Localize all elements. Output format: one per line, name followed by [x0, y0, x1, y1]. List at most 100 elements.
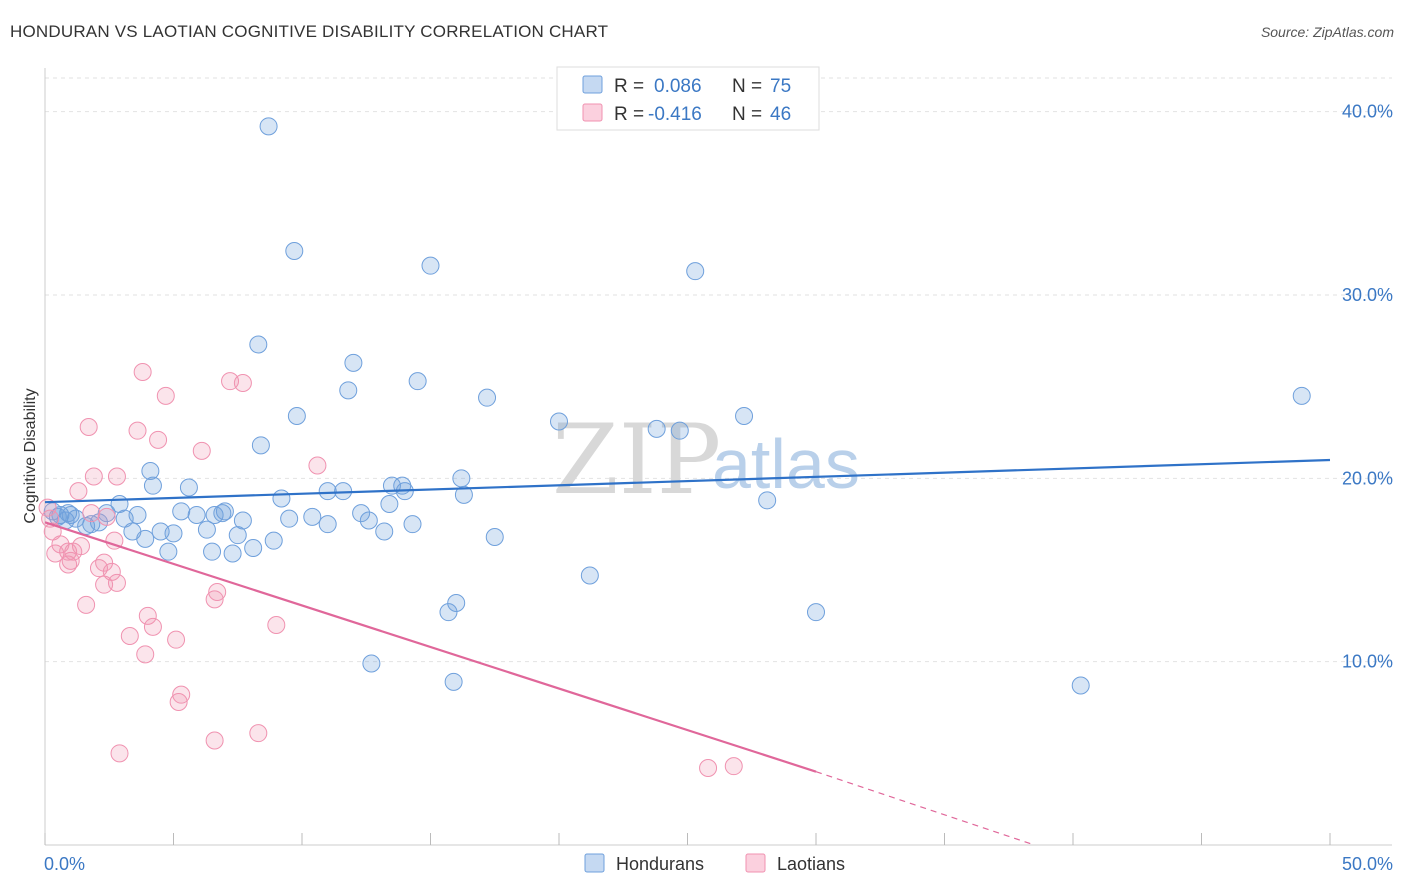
laotian-point: [249, 724, 268, 743]
honduran-point: [272, 489, 291, 508]
honduran-point: [447, 594, 466, 612]
laotian-point: [110, 744, 129, 763]
honduran-point: [403, 515, 422, 534]
honduran-point: [647, 419, 666, 438]
honduran-point: [215, 502, 234, 521]
laotian-point: [97, 507, 116, 526]
laotian-point: [79, 418, 98, 436]
laotian-point: [192, 441, 211, 460]
laotian-point: [136, 645, 155, 664]
honduran-point: [485, 528, 504, 546]
honduran-point: [251, 436, 270, 455]
honduran-point: [61, 506, 80, 524]
laotian-point: [724, 757, 743, 776]
honduran-trend-line: [44, 458, 1331, 504]
chart-source: Source: ZipAtlas.com: [1260, 24, 1394, 40]
watermark-zip: ZIP: [552, 404, 721, 516]
honduran-point: [249, 335, 268, 354]
legend-n-value-1: 75: [770, 76, 791, 97]
legend-n-label-2: N =: [732, 104, 762, 125]
honduran-point: [187, 506, 206, 524]
y-tick-label: 10.0%: [1342, 652, 1393, 672]
honduran-point: [164, 524, 183, 543]
bottom-legend-swatch-hondurans: [584, 853, 605, 873]
laotian-point: [156, 386, 175, 405]
legend: R = 0.086 N = 75 R = -0.416 N = 46: [556, 66, 820, 131]
bottom-legend: Hondurans Laotians: [584, 853, 845, 874]
honduran-point: [318, 515, 337, 534]
honduran-point: [421, 256, 440, 275]
grid-lines: [45, 77, 1392, 663]
laotian-point: [267, 616, 286, 634]
honduran-point: [359, 511, 378, 530]
laotian-point: [138, 606, 157, 625]
honduran-point: [1071, 676, 1090, 695]
honduran-point: [136, 529, 155, 548]
honduran-point: [1292, 386, 1311, 405]
watermark-atlas: atlas: [712, 425, 860, 503]
honduran-point: [362, 654, 381, 673]
honduran-point: [143, 476, 162, 495]
laotian-point: [69, 482, 88, 501]
bottom-legend-swatch-laotians: [745, 853, 766, 873]
laotian-point: [167, 630, 186, 649]
tick-labels: 10.0% 20.0% 30.0% 40.0% 0.0% 50.0%: [44, 102, 1393, 874]
honduran-point: [686, 262, 705, 281]
y-axis-label: Cognitive Disability: [22, 388, 39, 523]
watermark: ZIP atlas: [552, 404, 860, 516]
honduran-point: [303, 507, 322, 526]
honduran-point: [580, 566, 599, 585]
honduran-point: [670, 421, 689, 440]
honduran-point: [264, 531, 283, 550]
laotian-point: [84, 467, 103, 486]
honduran-point: [280, 509, 299, 528]
laotian-point: [105, 531, 124, 550]
honduran-point: [287, 407, 306, 425]
laotian-point: [133, 363, 152, 381]
honduran-point: [179, 478, 198, 497]
honduran-point: [213, 504, 232, 523]
y-tick-label: 20.0%: [1342, 468, 1393, 488]
laotian-point: [120, 627, 139, 645]
bottom-legend-label-hondurans: Hondurans: [616, 854, 704, 874]
honduran-point: [452, 469, 471, 488]
laotian-point: [699, 759, 718, 777]
honduran-point: [735, 407, 754, 425]
honduran-point: [758, 491, 777, 510]
honduran-point: [141, 462, 160, 480]
honduran-point: [172, 502, 191, 521]
laotian-point: [38, 498, 57, 517]
legend-swatch-laotians: [582, 103, 603, 122]
legend-r-value-2: -0.416: [648, 104, 702, 125]
honduran-point: [550, 412, 568, 431]
honduran-point: [159, 542, 178, 561]
laotian-point: [107, 467, 126, 486]
honduran-point: [478, 388, 497, 407]
legend-n-label-1: N =: [732, 76, 762, 97]
laotian-point: [128, 421, 147, 440]
laotian-point: [149, 430, 168, 449]
laotian-point: [205, 590, 224, 609]
honduran-point: [352, 504, 371, 523]
laotian-point: [82, 504, 101, 523]
honduran-point: [223, 544, 242, 563]
laotian-trend-extension: [815, 771, 1035, 846]
laotian-point: [205, 731, 224, 750]
honduran-point: [259, 117, 278, 136]
honduran-point: [128, 506, 147, 524]
legend-swatch-hondurans: [582, 75, 603, 94]
laotian-point: [46, 544, 65, 563]
bottom-legend-label-laotians: Laotians: [777, 854, 845, 874]
laotian-point: [172, 685, 191, 704]
laotian-point: [208, 583, 227, 601]
legend-r-label-2: R =: [614, 104, 644, 125]
honduran-point: [344, 353, 363, 372]
legend-n-value-2: 46: [770, 104, 791, 125]
honduran-point: [228, 526, 247, 545]
y-tick-label: 30.0%: [1342, 285, 1393, 305]
honduran-point: [408, 372, 427, 391]
honduran-point: [339, 381, 358, 400]
laotian-point: [95, 553, 114, 572]
honduran-point: [285, 242, 304, 260]
